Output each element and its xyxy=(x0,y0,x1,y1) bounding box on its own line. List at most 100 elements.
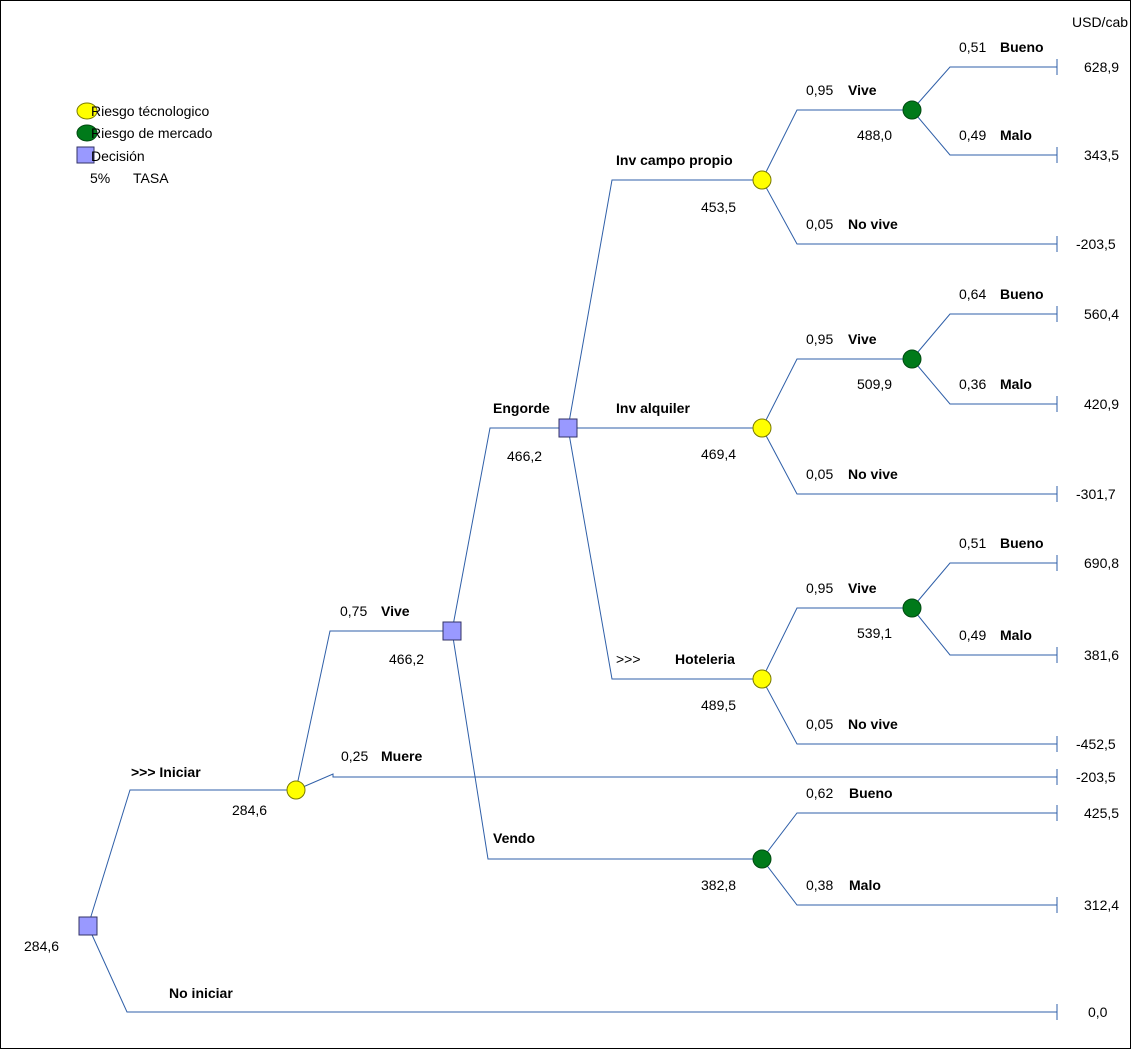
branch-campo-bueno xyxy=(911,66,1057,111)
campo-bueno-payoff: 628,9 xyxy=(1084,59,1119,75)
vendo-bueno-payoff: 425,5 xyxy=(1084,805,1119,821)
campo-novive-prob: 0,05 xyxy=(806,216,833,232)
campo-malo-prob: 0,49 xyxy=(959,127,986,143)
vendo-label: Vendo xyxy=(493,830,535,846)
branch-hoteleria-vive xyxy=(761,607,912,680)
alquiler-market-node[interactable] xyxy=(902,349,922,369)
branch-campo xyxy=(567,179,762,429)
tech-risk-legend-icon xyxy=(76,102,98,120)
alquiler-bueno-label: Bueno xyxy=(1000,286,1044,302)
campo-novive-label: No vive xyxy=(848,216,898,232)
hoteleria-label: Hoteleria xyxy=(675,651,735,667)
hoteleria-marker: >>> xyxy=(616,651,641,667)
muere-label: Muere xyxy=(381,748,422,764)
legend-rate-value: 5% xyxy=(90,170,110,186)
branch-campo-novive xyxy=(761,179,1057,245)
branch-iniciar xyxy=(87,789,296,927)
branch-alquiler-malo xyxy=(911,358,1057,405)
alquiler-vive-value: 509,9 xyxy=(857,376,892,392)
no-iniciar-payoff: 0,0 xyxy=(1088,1004,1108,1020)
hoteleria-vive-value: 539,1 xyxy=(857,625,892,641)
campo-novive-payoff: -203,5 xyxy=(1076,236,1116,252)
engorde-value: 466,2 xyxy=(507,448,542,464)
hoteleria-novive-prob: 0,05 xyxy=(806,716,833,732)
alquiler-value: 469,4 xyxy=(701,446,736,462)
decision-legend-icon xyxy=(76,146,95,164)
campo-vive-label: Vive xyxy=(848,82,877,98)
root-decision-node[interactable] xyxy=(78,916,98,936)
vive-label: Vive xyxy=(381,603,410,619)
branch-vive xyxy=(295,630,452,791)
engorde-decision-node[interactable] xyxy=(558,418,578,438)
hoteleria-malo-prob: 0,49 xyxy=(959,627,986,643)
alquiler-vive-label: Vive xyxy=(848,331,877,347)
hoteleria-malo-label: Malo xyxy=(1000,627,1032,643)
branch-alquiler-novive xyxy=(761,427,1057,495)
iniciar-label: >>> Iniciar xyxy=(131,764,201,780)
hoteleria-tech-node[interactable] xyxy=(752,669,772,689)
campo-market-node[interactable] xyxy=(902,100,922,120)
campo-bueno-prob: 0,51 xyxy=(959,39,986,55)
vendo-bueno-label: Bueno xyxy=(849,785,893,801)
muere-payoff: -203,5 xyxy=(1076,769,1116,785)
vendo-malo-label: Malo xyxy=(849,877,881,893)
branch-vendo-malo xyxy=(761,858,1057,906)
root-value: 284,6 xyxy=(24,938,59,954)
alquiler-novive-label: No vive xyxy=(848,466,898,482)
alquiler-novive-prob: 0,05 xyxy=(806,466,833,482)
legend-market-risk: Riesgo de mercado xyxy=(91,125,213,141)
legend-rate-label: TASA xyxy=(133,170,169,186)
hoteleria-novive-payoff: -452,5 xyxy=(1076,736,1116,752)
branch-engorde xyxy=(451,427,568,632)
branch-vendo-bueno xyxy=(761,812,1057,860)
vive-decision-node[interactable] xyxy=(442,621,462,641)
hoteleria-bueno-label: Bueno xyxy=(1000,535,1044,551)
vendo-malo-payoff: 312,4 xyxy=(1084,897,1119,913)
vive-value: 466,2 xyxy=(389,651,424,667)
branch-campo-vive xyxy=(761,109,912,181)
branch-hoteleria-malo xyxy=(911,607,1057,656)
hoteleria-bueno-prob: 0,51 xyxy=(959,535,986,551)
vendo-market-node[interactable] xyxy=(752,849,772,869)
campo-vive-value: 488,0 xyxy=(857,127,892,143)
alquiler-label: Inv alquiler xyxy=(616,400,690,416)
market-risk-legend-icon xyxy=(76,124,98,142)
hoteleria-vive-label: Vive xyxy=(848,580,877,596)
legend-tech-risk: Riesgo técnologico xyxy=(91,103,210,119)
branch-no-iniciar xyxy=(87,925,1057,1013)
branch-hoteleria-bueno xyxy=(911,562,1057,609)
campo-bueno-label: Bueno xyxy=(1000,39,1044,55)
hoteleria-value: 489,5 xyxy=(701,697,736,713)
branch-vendo xyxy=(451,630,762,860)
campo-vive-prob: 0,95 xyxy=(806,82,833,98)
engorde-label: Engorde xyxy=(493,400,550,416)
hoteleria-market-node[interactable] xyxy=(902,598,922,618)
vendo-bueno-prob: 0,62 xyxy=(806,785,833,801)
branch-alquiler-vive xyxy=(761,358,912,429)
iniciar-chance-node[interactable] xyxy=(286,780,306,800)
hoteleria-novive-label: No vive xyxy=(848,716,898,732)
hoteleria-vive-prob: 0,95 xyxy=(806,580,833,596)
hoteleria-bueno-payoff: 690,8 xyxy=(1084,555,1119,571)
campo-tech-node[interactable] xyxy=(752,170,772,190)
vendo-malo-prob: 0,38 xyxy=(806,877,833,893)
branch-hoteleria-novive xyxy=(761,678,1057,745)
muere-prob: 0,25 xyxy=(341,748,368,764)
campo-malo-payoff: 343,5 xyxy=(1084,147,1119,163)
alquiler-bueno-prob: 0,64 xyxy=(959,286,986,302)
branch-muere xyxy=(295,773,1057,791)
no-iniciar-label: No iniciar xyxy=(169,985,233,1001)
campo-value: 453,5 xyxy=(701,199,736,215)
vendo-value: 382,8 xyxy=(701,877,736,893)
hoteleria-malo-payoff: 381,6 xyxy=(1084,647,1119,663)
alquiler-malo-label: Malo xyxy=(1000,376,1032,392)
branch-hoteleria xyxy=(567,427,762,680)
alquiler-tech-node[interactable] xyxy=(752,418,772,438)
alquiler-malo-payoff: 420,9 xyxy=(1084,396,1119,412)
alquiler-bueno-payoff: 560,4 xyxy=(1084,306,1119,322)
alquiler-vive-prob: 0,95 xyxy=(806,331,833,347)
iniciar-value: 284,6 xyxy=(232,802,267,818)
alquiler-malo-prob: 0,36 xyxy=(959,376,986,392)
